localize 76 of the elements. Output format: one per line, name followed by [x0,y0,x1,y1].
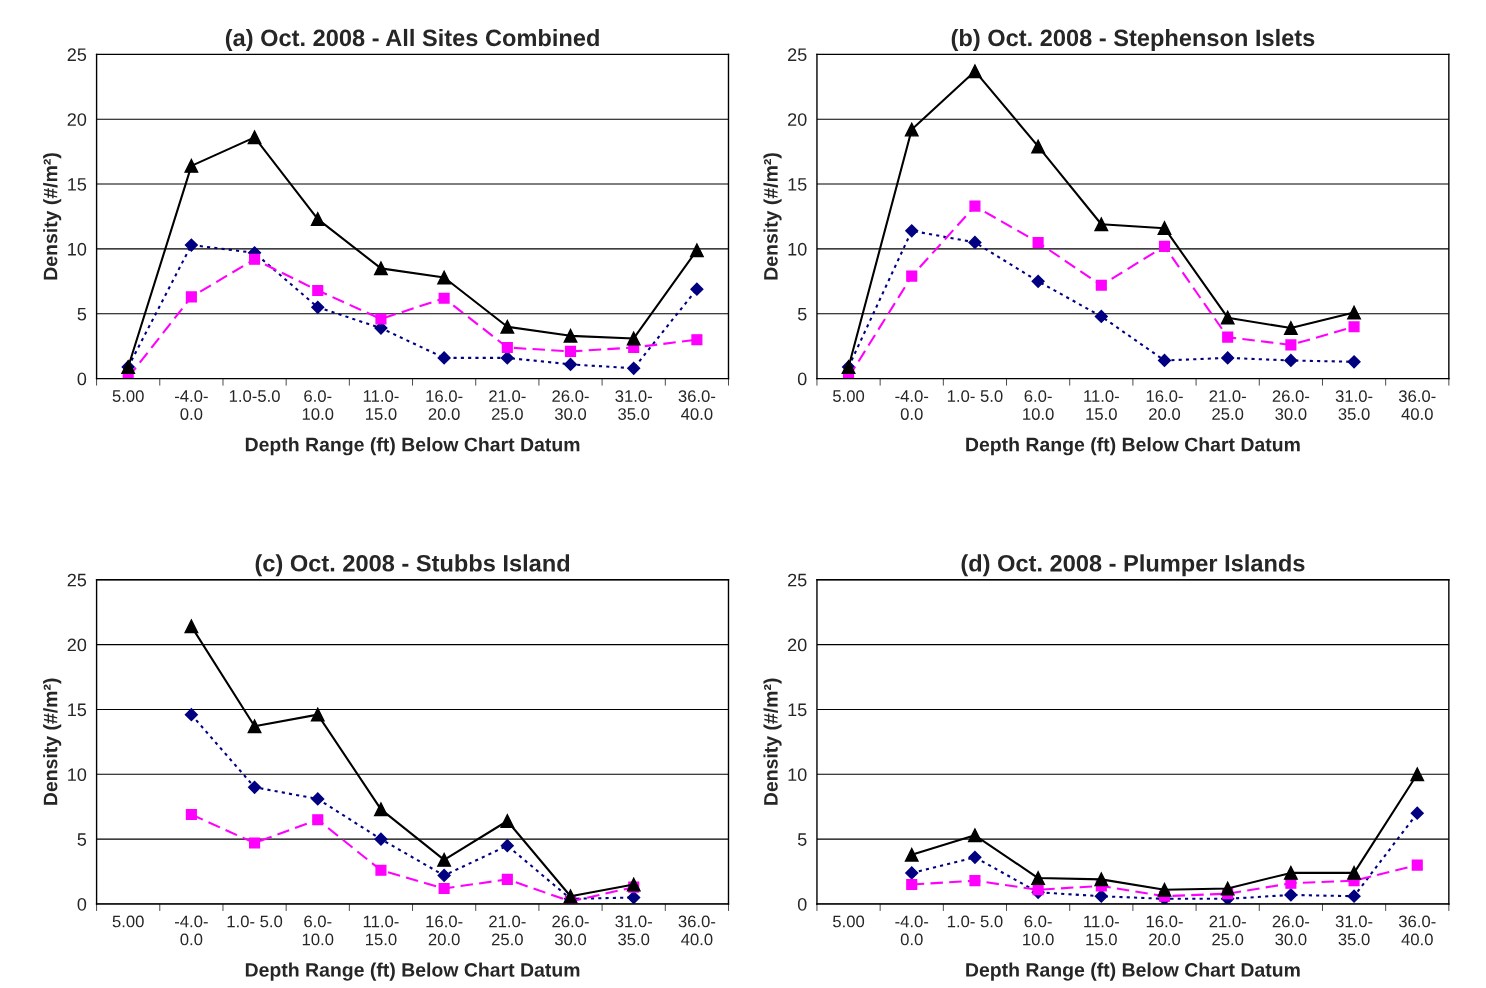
y-tick-label: 20 [67,113,87,126]
x-tick-label: 11.0- 15.0 [363,390,399,420]
x-tick-label: 5.00 [112,915,144,928]
y-tick-label: 10 [68,242,87,256]
x-axis-title: Depth Range (ft) Below Chart Datum [245,437,580,456]
y-axis-title: Density (#/m²) [43,153,62,280]
x-tick-label: 1.0-5.0 [229,390,280,402]
y-tick-label: 5 [77,833,87,846]
x-tick-label: -4.0- 0.0 [174,390,208,420]
x-tick-label: 5.00 [833,915,865,928]
x-tick-label: 1.0- 5.0 [227,915,283,928]
x-tick-label: 26.0- 30.0 [552,915,589,946]
x-tick-label: 36.0- 40.0 [1398,915,1436,946]
x-axis-title: Depth Range (ft) Below Chart Datum [966,962,1300,981]
y-tick-label: 0 [77,897,87,911]
chart-title: (c) Oct. 2008 - Stubbs Island [255,554,570,577]
x-tick-label: 21.0- 25.0 [1209,915,1246,946]
x-tick-label: 5.00 [112,390,144,402]
x-tick-label: 6.0- 10.0 [302,390,334,420]
y-tick-label: 5 [797,307,807,321]
x-tick-label: 11.0- 15.0 [1084,390,1119,420]
x-tick-label: 26.0- 30.0 [1272,390,1310,420]
x-tick-label: 31.0- 35.0 [1335,915,1373,946]
x-tick-label: 6.0- 10.0 [1023,915,1054,946]
y-tick-label: 25 [788,48,807,62]
x-axis-title: Depth Range (ft) Below Chart Datum [966,437,1300,456]
y-axis-title: Density (#/m²) [763,678,782,805]
y-tick-label: 15 [788,178,807,191]
y-tick-label: 20 [788,638,807,652]
x-tick-label: 5.00 [833,390,865,402]
x-axis-title: Depth Range (ft) Below Chart Datum [245,962,580,981]
y-axis-title: Density (#/m²) [763,153,782,280]
y-tick-label: 0 [797,372,807,386]
y-tick-label: 25 [67,573,87,587]
x-tick-label: 31.0- 35.0 [615,915,652,946]
x-tick-label: 21.0- 25.0 [489,390,526,420]
chart-title: (d) Oct. 2008 - Plumper Islands [961,554,1305,577]
y-tick-label: 20 [67,638,87,652]
x-tick-label: 21.0- 25.0 [1209,390,1246,420]
x-tick-label: 16.0- 20.0 [426,915,463,946]
x-tick-label: 36.0- 40.0 [1398,390,1436,420]
x-tick-label: 26.0- 30.0 [552,390,589,420]
x-tick-label: 31.0- 35.0 [1335,390,1373,420]
x-tick-label: 31.0- 35.0 [615,390,652,420]
y-tick-label: 15 [68,178,87,191]
x-tick-label: 16.0- 20.0 [426,390,463,420]
chart-title: (b) Oct. 2008 - Stephenson Islets [951,28,1315,51]
y-tick-label: 20 [788,113,807,126]
x-tick-label: 1.0- 5.0 [947,915,1003,928]
x-tick-label: 11.0- 15.0 [363,915,399,946]
y-tick-label: 5 [77,307,87,321]
x-tick-label: 21.0- 25.0 [489,915,526,946]
x-tick-label: 1.0- 5.0 [947,390,1003,402]
x-tick-label: -4.0- 0.0 [895,390,929,420]
y-tick-label: 0 [797,897,807,911]
x-tick-label: 36.0- 40.0 [678,915,716,946]
x-tick-label: 16.0- 20.0 [1146,915,1183,946]
y-tick-label: 15 [68,703,87,717]
x-tick-label: -4.0- 0.0 [895,915,929,946]
x-tick-label: 11.0- 15.0 [1084,915,1119,946]
y-tick-label: 15 [788,703,807,717]
x-tick-label: 26.0- 30.0 [1272,915,1310,946]
x-tick-label: 36.0- 40.0 [678,390,716,420]
y-tick-label: 25 [788,573,807,587]
x-tick-label: -4.0- 0.0 [174,915,208,946]
y-axis-title: Density (#/m²) [43,678,62,805]
y-tick-label: 5 [797,833,807,846]
y-tick-label: 10 [68,768,87,782]
y-tick-label: 10 [788,242,807,256]
x-tick-label: 16.0- 20.0 [1146,390,1183,420]
x-tick-label: 6.0- 10.0 [1023,390,1054,420]
y-tick-label: 10 [788,768,807,782]
y-tick-label: 25 [67,48,87,62]
chart-title: (a) Oct. 2008 - All Sites Combined [225,28,599,51]
x-tick-label: 6.0- 10.0 [302,915,334,946]
y-tick-label: 0 [77,372,87,386]
